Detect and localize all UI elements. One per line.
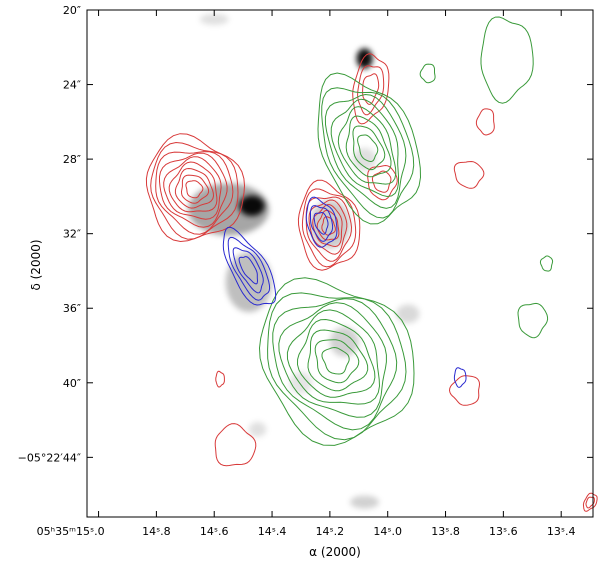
red-contours-region-2-level-1 — [357, 65, 385, 116]
grey-blob-2 — [188, 183, 270, 236]
red-contours-region-9-level-0 — [582, 492, 598, 512]
red-contours-region-0-level-8 — [185, 180, 204, 199]
red-contours-region-0-level-4 — [163, 156, 222, 220]
blue-contours-region-0-level-1 — [227, 236, 271, 301]
x-tick-label-8: 13ˢ.4 — [547, 525, 576, 538]
green-contours-region-4-level-0 — [539, 255, 554, 272]
green-contours-region-0-level-7 — [314, 339, 360, 384]
red-contours-region-2-level-2 — [362, 73, 380, 105]
y-tick-label-4: 36″ — [63, 302, 81, 315]
red-contours-region-7-level-0 — [214, 423, 257, 467]
blue-contours-region-0-level-0 — [222, 226, 277, 306]
green-contours-region-2-level-0 — [480, 16, 534, 104]
red-contours-region-0-level-5 — [168, 161, 218, 213]
green-contours-region-1-level-3 — [330, 98, 399, 198]
x-axis-label: α (2000) — [309, 545, 361, 559]
red-contours-region-1-level-3 — [308, 199, 348, 255]
green-contours-region-0-level-1 — [267, 292, 407, 441]
x-tick-label-3: 14ˢ.4 — [258, 525, 287, 538]
red-contours-region-4-level-0 — [453, 160, 485, 189]
grey-blob-11 — [289, 371, 313, 394]
red-contours-region-0-level-3 — [159, 152, 228, 228]
green-contours-region-0-level-3 — [278, 302, 387, 418]
green-contours-region-0-level-5 — [296, 318, 376, 398]
red-contours-region-5-level-0 — [475, 108, 495, 136]
x-tick-label-1: 14ˢ.8 — [142, 525, 171, 538]
y-tick-label-2: 28″ — [63, 153, 81, 166]
green-contours-region-1-level-5 — [345, 115, 392, 178]
green-contours-region-1-level-1 — [321, 87, 415, 219]
green-contours-region-1-level-0 — [317, 72, 422, 225]
blue-contours-region-0-level-3 — [238, 256, 259, 285]
y-axis: 20″ 24″ 28″ 32″ 36″ 40″ −05°22′44″ — [18, 4, 593, 464]
y-axis-label: δ (2000) — [29, 239, 43, 290]
grey-blob-6 — [396, 304, 420, 324]
red-contours-region-0-level-2 — [155, 151, 234, 235]
red-contours-region-8-level-0 — [215, 370, 225, 388]
x-tick-label-2: 14ˢ.6 — [200, 525, 229, 538]
red-contours-region-0-level-0 — [145, 133, 246, 243]
green-contours — [258, 16, 554, 446]
x-tick-label-6: 13ˢ.8 — [431, 525, 460, 538]
x-tick-label-4: 14ˢ.2 — [316, 525, 345, 538]
red-contours-region-0-level-6 — [174, 167, 215, 209]
red-contours-region-0-level-1 — [150, 141, 239, 240]
blue-contours-region-1-level-0 — [305, 196, 338, 248]
red-contours-region-1-level-6 — [321, 216, 336, 236]
red-contours-region-6-level-0 — [448, 375, 481, 406]
blue-contours-region-2-level-0 — [453, 367, 467, 388]
red-contours — [145, 53, 598, 512]
x-axis: 05ʰ35ᵐ15ˢ.0 14ˢ.8 14ˢ.6 14ˢ.4 14ˢ.2 14ˢ.0 13ˢ.… — [37, 10, 576, 538]
blue-contours — [222, 196, 467, 388]
green-contours-region-3-level-0 — [517, 302, 549, 339]
y-tick-label-1: 24″ — [63, 79, 81, 92]
grey-blob-9 — [350, 495, 380, 509]
x-tick-label-0: 05ʰ35ᵐ15ˢ.0 — [37, 525, 105, 538]
green-contours-region-0-level-6 — [307, 329, 369, 392]
x-tick-label-5: 14ˢ.0 — [373, 525, 402, 538]
y-tick-label-0: 20″ — [63, 4, 81, 17]
red-contours-region-3-level-1 — [371, 170, 392, 193]
y-tick-label-6: −05°22′44″ — [18, 451, 81, 464]
red-contours-region-1-level-2 — [305, 196, 353, 262]
red-contours-region-1-level-4 — [312, 204, 343, 248]
green-contours-region-1-level-7 — [357, 134, 379, 163]
green-contours-region-0-level-2 — [272, 298, 398, 431]
red-contours-region-1-level-1 — [301, 188, 357, 268]
y-tick-label-3: 32″ — [63, 228, 81, 241]
green-contours-region-1-level-6 — [352, 125, 386, 171]
green-contours-region-0-level-4 — [286, 309, 381, 405]
red-contours-region-1-level-5 — [316, 209, 340, 241]
plot-frame — [86, 9, 594, 518]
x-tick-label-7: 13ˢ.6 — [489, 525, 518, 538]
contour-layer — [145, 16, 598, 512]
green-contours-region-0-level-8 — [321, 346, 350, 375]
red-contours-region-0-level-7 — [180, 174, 210, 204]
blue-contours-region-1-level-1 — [310, 205, 334, 242]
green-contours-region-1-level-2 — [324, 93, 407, 209]
red-contours-region-9-level-1 — [585, 496, 595, 509]
green-contours-region-5-level-0 — [419, 63, 436, 84]
green-contours-region-0-level-0 — [258, 277, 415, 446]
grey-blob-8 — [199, 13, 229, 25]
y-tick-label-5: 40″ — [63, 377, 81, 390]
blue-contours-region-1-level-2 — [313, 211, 329, 235]
grey-blob-10 — [248, 421, 267, 437]
blue-contours-region-0-level-2 — [232, 247, 264, 294]
red-contours-region-1-level-0 — [297, 179, 361, 271]
green-contours-region-1-level-4 — [337, 106, 397, 185]
